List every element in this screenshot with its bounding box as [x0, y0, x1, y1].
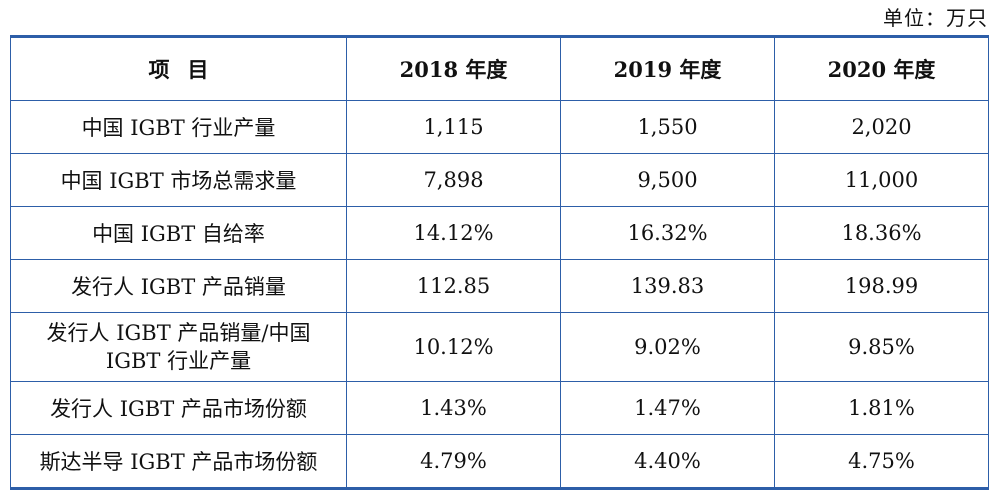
cell-2018: 1,115 — [346, 100, 561, 154]
cell-2019: 1,550 — [560, 100, 775, 154]
table-row: 中国 IGBT 行业产量 1,115 1,550 2,020 — [10, 100, 989, 154]
cell-2020: 1.81% — [774, 381, 989, 435]
table-row: 发行人 IGBT 产品市场份额 1.43% 1.47% 1.81% — [10, 381, 989, 435]
cell-2018: 112.85 — [346, 259, 561, 313]
row-label: 中国 IGBT 自给率 — [10, 206, 347, 260]
cell-2019: 139.83 — [560, 259, 775, 313]
table-row: 斯达半导 IGBT 产品市场份额 4.79% 4.40% 4.75% — [10, 434, 989, 490]
header-year-2020: 2020 年度 — [774, 35, 989, 101]
header-item-char-2: 目 — [187, 57, 209, 82]
cell-2018: 14.12% — [346, 206, 561, 260]
row-label: 斯达半导 IGBT 产品市场份额 — [10, 434, 347, 490]
cell-2020: 9.85% — [774, 312, 989, 382]
table-row: 中国 IGBT 自给率 14.12% 16.32% 18.36% — [10, 206, 989, 260]
cell-2018: 10.12% — [346, 312, 561, 382]
unit-note: 单位：万只 — [883, 6, 988, 30]
row-label: 中国 IGBT 行业产量 — [10, 100, 347, 154]
row-label-line-2: IGBT 行业产量 — [105, 349, 252, 373]
header-year-2018: 2018 年度 — [346, 35, 561, 101]
row-label: 中国 IGBT 市场总需求量 — [10, 153, 347, 207]
data-table: 项目 2018 年度 2019 年度 2020 年度 中国 IGBT 行业产量 … — [10, 35, 989, 490]
header-year-2019: 2019 年度 — [560, 35, 775, 101]
cell-2019: 1.47% — [560, 381, 775, 435]
table-header-row: 项目 2018 年度 2019 年度 2020 年度 — [10, 35, 989, 101]
row-label-line-1: 发行人 IGBT 产品销量/中国 — [46, 321, 311, 345]
row-label: 发行人 IGBT 产品市场份额 — [10, 381, 347, 435]
cell-2020: 2,020 — [774, 100, 989, 154]
cell-2020: 11,000 — [774, 153, 989, 207]
cell-2018: 4.79% — [346, 434, 561, 490]
cell-2020: 4.75% — [774, 434, 989, 490]
table-row: 发行人 IGBT 产品销量 112.85 139.83 198.99 — [10, 259, 989, 313]
cell-2019: 4.40% — [560, 434, 775, 490]
cell-2020: 198.99 — [774, 259, 989, 313]
header-item-char-1: 项 — [148, 57, 170, 82]
cell-2019: 9.02% — [560, 312, 775, 382]
header-item: 项目 — [10, 35, 347, 101]
row-label: 发行人 IGBT 产品销量/中国 IGBT 行业产量 — [10, 312, 347, 382]
cell-2019: 9,500 — [560, 153, 775, 207]
cell-2019: 16.32% — [560, 206, 775, 260]
row-label: 发行人 IGBT 产品销量 — [10, 259, 347, 313]
cell-2018: 1.43% — [346, 381, 561, 435]
table-row: 发行人 IGBT 产品销量/中国 IGBT 行业产量 10.12% 9.02% 9… — [10, 312, 989, 382]
table-row: 中国 IGBT 市场总需求量 7,898 9,500 11,000 — [10, 153, 989, 207]
cell-2020: 18.36% — [774, 206, 989, 260]
cell-2018: 7,898 — [346, 153, 561, 207]
